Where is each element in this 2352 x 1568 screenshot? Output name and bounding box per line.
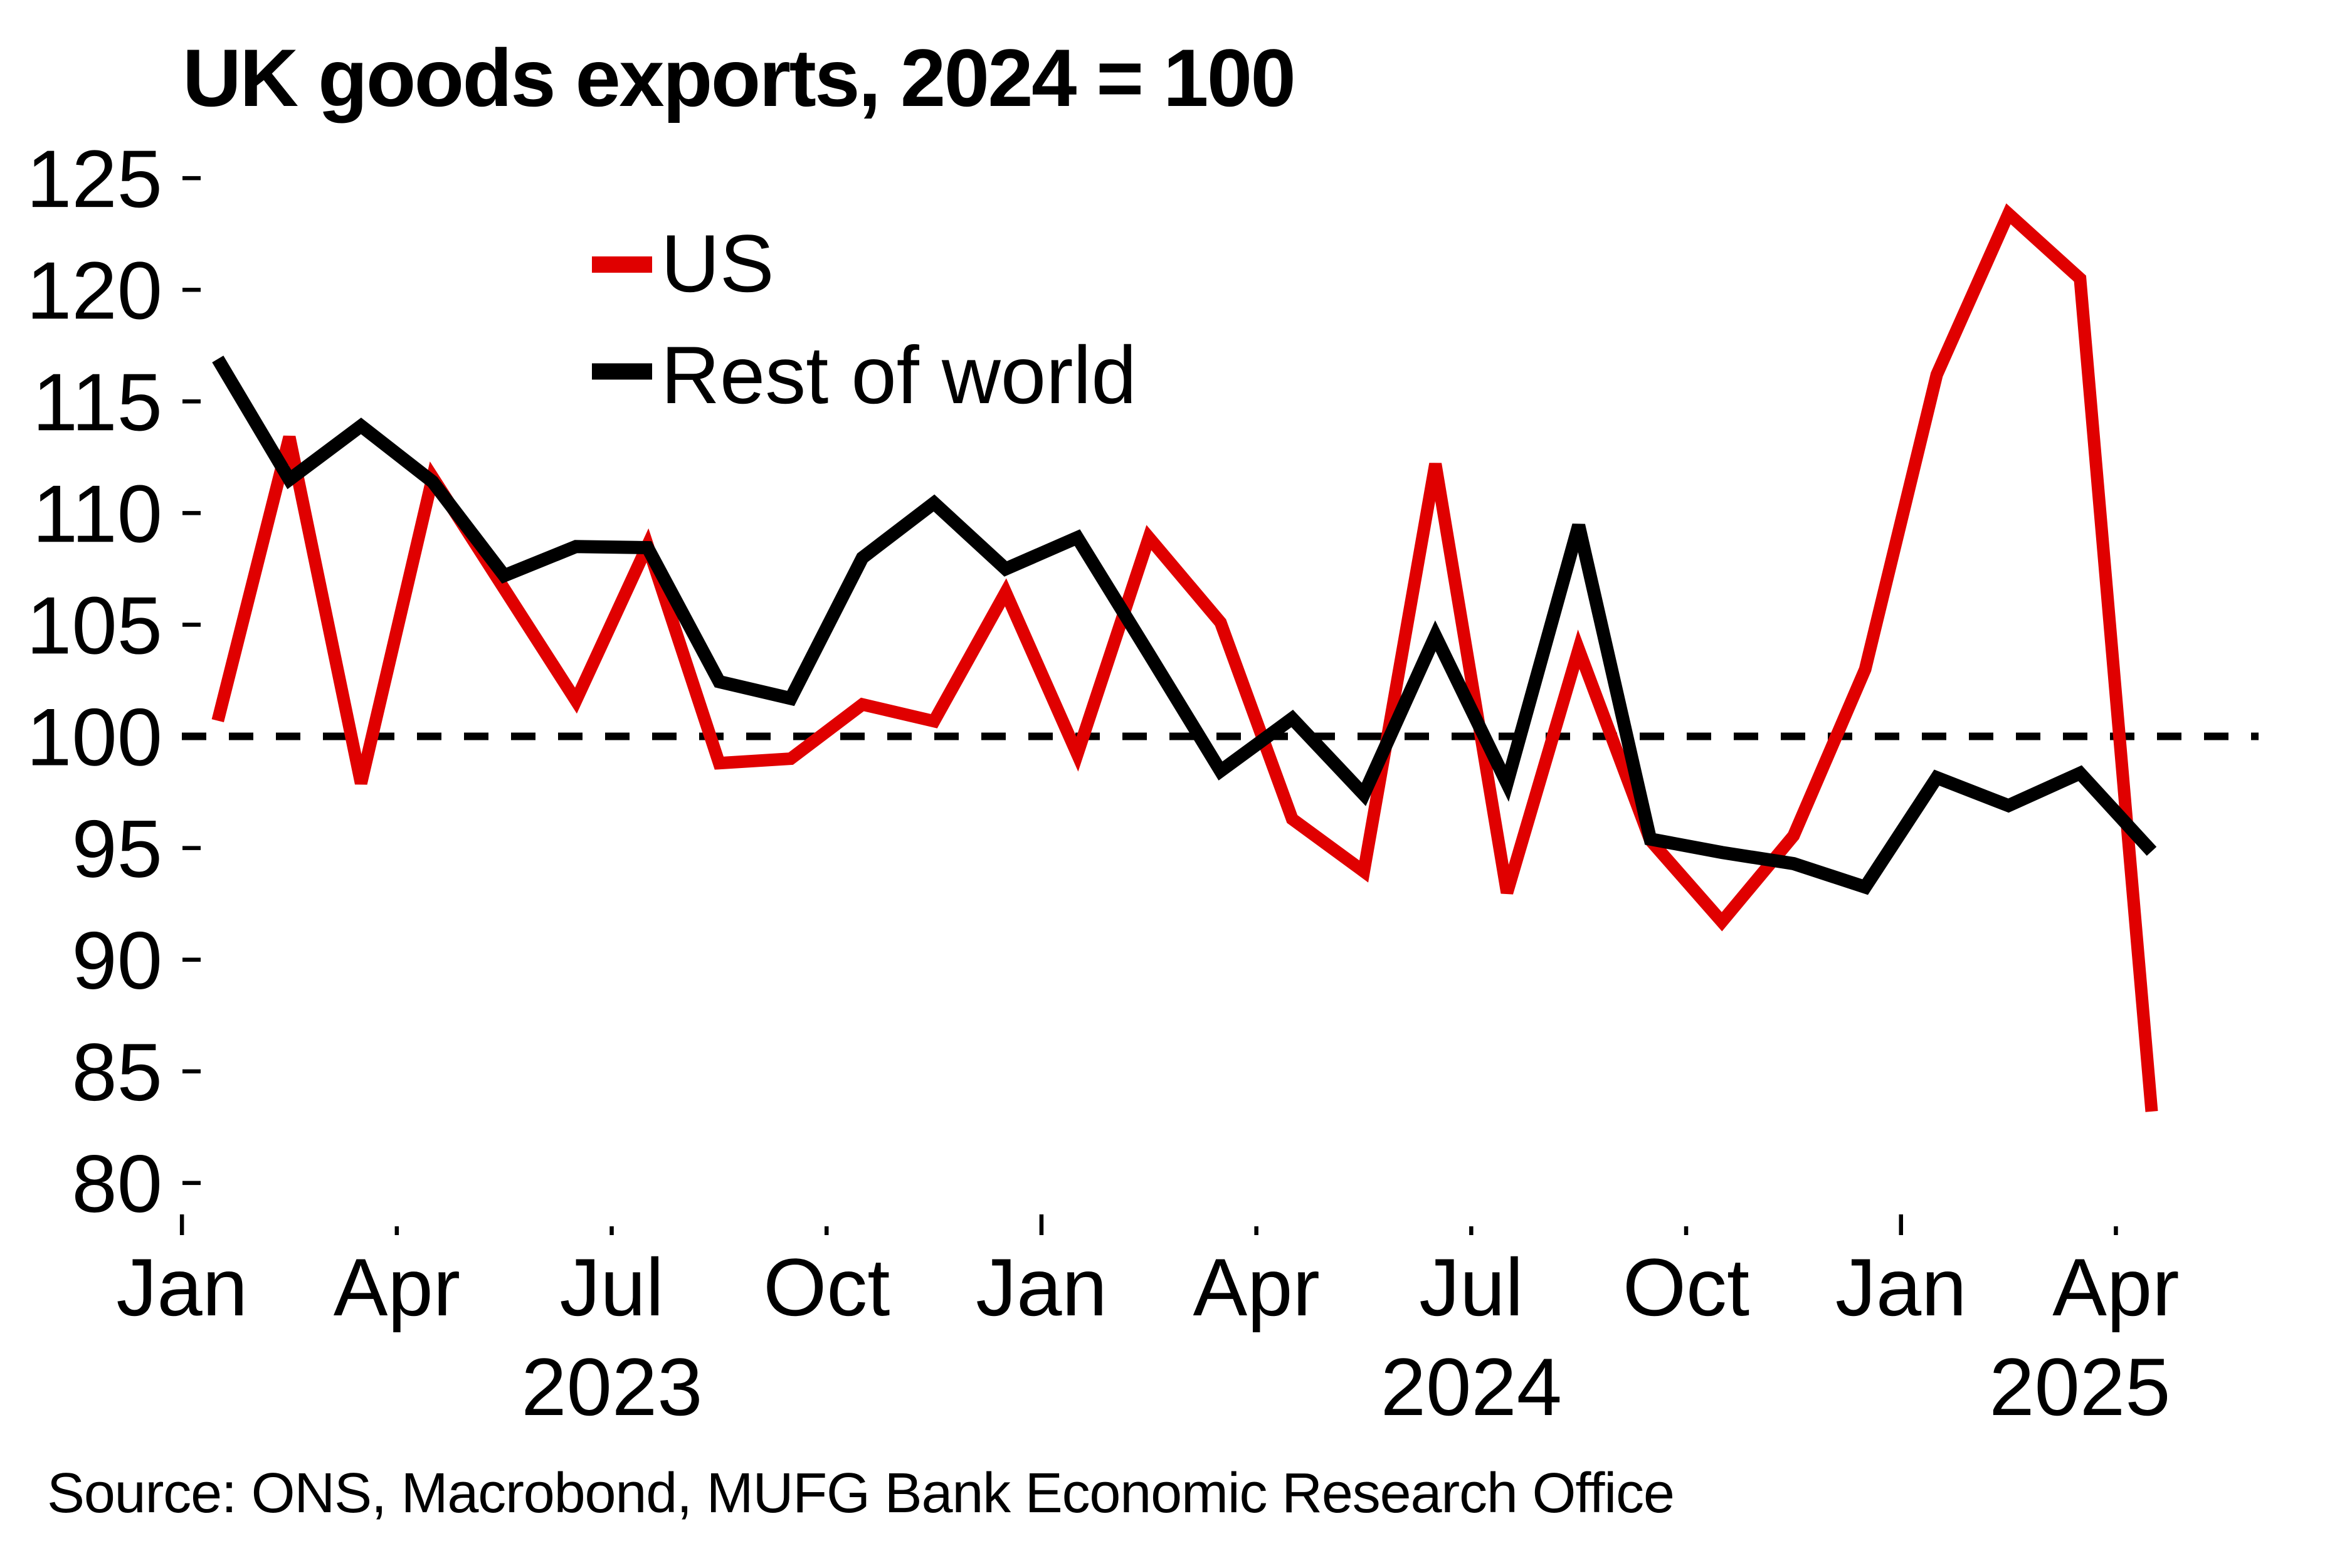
svg-text:Jul: Jul — [560, 1241, 664, 1333]
svg-text:UK goods exports, 2024 = 100: UK goods exports, 2024 = 100 — [182, 32, 1294, 124]
svg-text:2023: 2023 — [521, 1341, 702, 1433]
svg-text:115: 115 — [33, 356, 162, 448]
svg-text:95: 95 — [71, 803, 162, 895]
svg-text:Jan: Jan — [1835, 1241, 1967, 1333]
svg-text:Apr: Apr — [2052, 1241, 2179, 1333]
svg-text:85: 85 — [71, 1026, 162, 1118]
svg-text:80: 80 — [71, 1138, 162, 1229]
svg-text:Apr: Apr — [1193, 1241, 1320, 1333]
svg-text:125: 125 — [26, 133, 162, 224]
svg-text:120: 120 — [26, 245, 162, 336]
svg-text:105: 105 — [26, 579, 162, 671]
svg-text:Jan: Jan — [116, 1241, 248, 1333]
svg-text:Apr: Apr — [334, 1241, 460, 1333]
svg-text:2025: 2025 — [1989, 1341, 2170, 1433]
svg-text:100: 100 — [26, 692, 162, 783]
svg-text:Source: ONS, Macrobond, MUFG B: Source: ONS, Macrobond, MUFG Bank Econom… — [47, 1462, 1674, 1525]
svg-text:Oct: Oct — [763, 1241, 890, 1333]
svg-text:110: 110 — [33, 468, 162, 559]
svg-text:US: US — [661, 218, 774, 309]
svg-text:90: 90 — [71, 915, 162, 1006]
svg-text:Oct: Oct — [1623, 1241, 1749, 1333]
svg-text:Jul: Jul — [1419, 1241, 1523, 1333]
svg-text:Jan: Jan — [976, 1241, 1107, 1333]
svg-text:2024: 2024 — [1381, 1341, 1562, 1433]
svg-text:Rest of world: Rest of world — [661, 329, 1137, 421]
